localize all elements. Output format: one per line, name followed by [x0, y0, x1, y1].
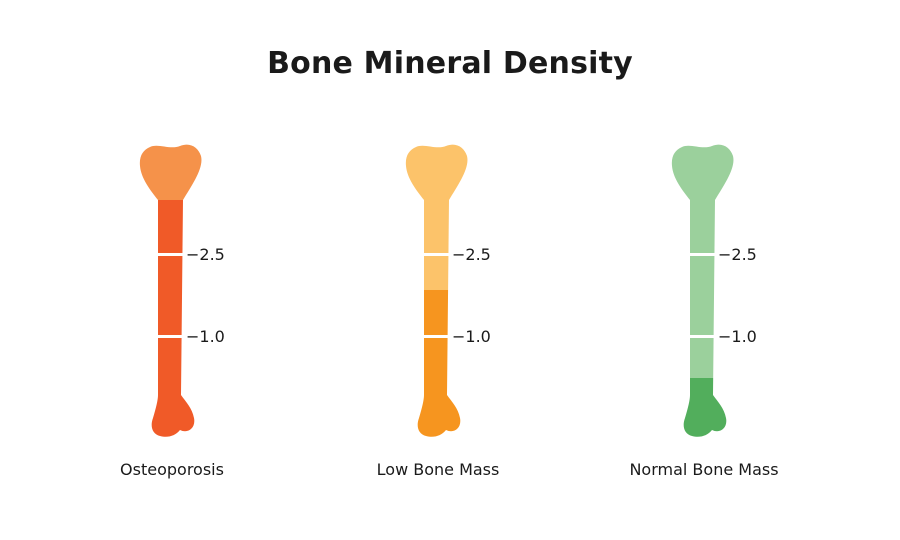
tick-label-upper: −2.5 [452, 245, 491, 264]
tick-gap-upper [416, 253, 456, 256]
tick-label-lower: −1.0 [452, 327, 491, 346]
tick-gap-lower [682, 335, 722, 338]
tick-gap-lower [150, 335, 190, 338]
bone-dark-segment [671, 378, 734, 437]
tick-label-lower: −1.0 [186, 327, 225, 346]
tick-label-upper: −2.5 [718, 245, 757, 264]
bone-dark-segment [139, 200, 202, 437]
bone-light-segment [405, 144, 468, 290]
tick-gap-upper [150, 253, 190, 256]
bone-dark-segment [405, 290, 468, 437]
bone-low-bone-mass: −2.5 −1.0 Low Bone Mass [377, 144, 500, 479]
bone-light-segment [139, 144, 202, 200]
tick-label-lower: −1.0 [718, 327, 757, 346]
tick-gap-upper [682, 253, 722, 256]
bone-caption: Osteoporosis [120, 460, 224, 479]
tick-label-upper: −2.5 [186, 245, 225, 264]
tick-gap-lower [416, 335, 456, 338]
bone-osteoporosis: −2.5 −1.0 Osteoporosis [120, 144, 225, 479]
diagram-title: Bone Mineral Density [267, 46, 633, 81]
bone-caption: Low Bone Mass [377, 460, 500, 479]
bone-normal-bone-mass: −2.5 −1.0 Normal Bone Mass [629, 144, 779, 479]
bone-caption: Normal Bone Mass [629, 460, 778, 479]
